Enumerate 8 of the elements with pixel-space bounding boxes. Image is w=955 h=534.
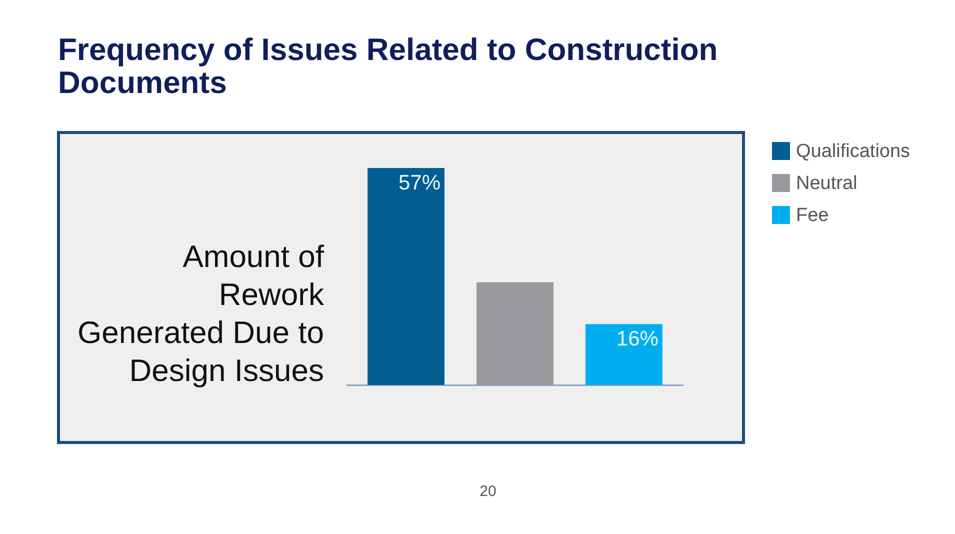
legend-label: Qualifications	[796, 141, 910, 162]
data-label: 16%	[616, 327, 658, 350]
text: 20	[478, 482, 498, 502]
chart-title: Frequency of Issues Related to Construction Documents	[58, 32, 719, 100]
legend-label: Fee	[796, 205, 829, 226]
y-axis-title: Amount of Rework Generated Due to Design Issues	[76, 238, 324, 390]
legend-label: Neutral	[796, 173, 858, 194]
data-label: 57%	[398, 171, 440, 194]
